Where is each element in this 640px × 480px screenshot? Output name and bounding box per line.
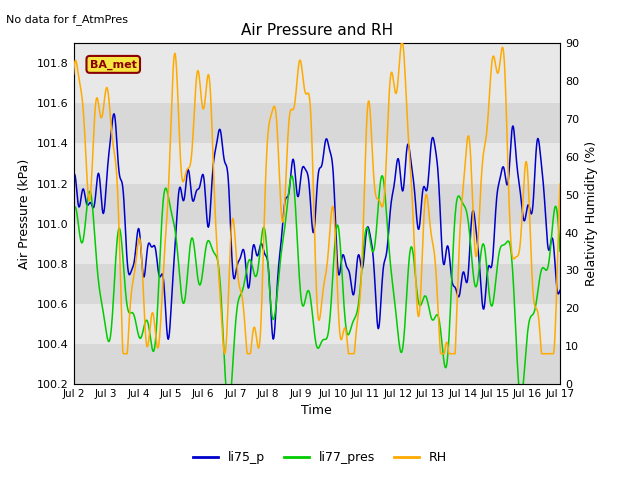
Text: BA_met: BA_met [90, 59, 137, 70]
Bar [74, 103, 560, 144]
Bar [74, 304, 560, 344]
Bar [74, 344, 560, 384]
Title: Air Pressure and RH: Air Pressure and RH [241, 23, 393, 38]
Bar [74, 63, 560, 103]
X-axis label: Time: Time [301, 405, 332, 418]
Bar [74, 183, 560, 224]
Y-axis label: Relativity Humidity (%): Relativity Humidity (%) [584, 141, 598, 286]
Y-axis label: Air Pressure (kPa): Air Pressure (kPa) [19, 158, 31, 269]
Bar [74, 144, 560, 183]
Text: No data for f_AtmPres: No data for f_AtmPres [6, 14, 129, 25]
Bar [74, 264, 560, 304]
Legend: li75_p, li77_pres, RH: li75_p, li77_pres, RH [188, 446, 452, 469]
Bar [74, 224, 560, 264]
